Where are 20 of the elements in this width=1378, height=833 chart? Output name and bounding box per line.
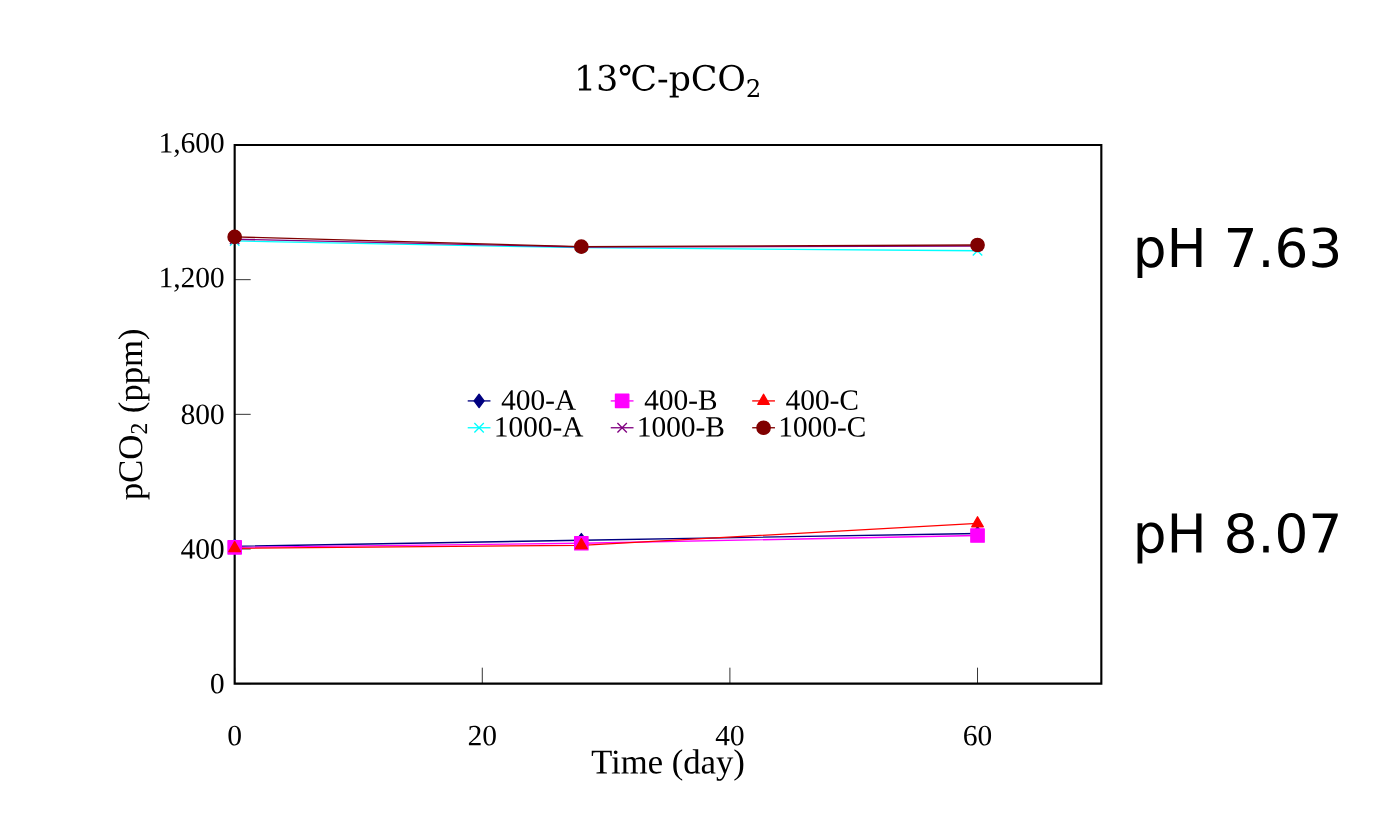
y-tick-label: 1,600 — [161, 132, 224, 158]
y-tick-label: 800 — [181, 404, 224, 425]
x-tick-label: 60 — [964, 725, 992, 746]
legend-label: 1000-A — [496, 417, 584, 437]
x-tick-label: 20 — [468, 725, 496, 746]
x-tick-label: 0 — [228, 725, 241, 746]
x-tick-label: 40 — [715, 725, 744, 746]
text: pH 8.07 — [1137, 512, 1338, 564]
chart-title: 13℃-pCO$_{2}$ — [578, 64, 759, 98]
legend-label: 400-C — [786, 390, 858, 410]
y-tick-label: 0 — [211, 673, 224, 694]
text: pH 7.63 — [1137, 227, 1339, 279]
y-axis-title: pCO$_{2}$ (ppm) — [118, 330, 150, 500]
legend-label: 1000-C — [780, 417, 865, 437]
legend-label: 400-A — [501, 390, 576, 410]
y-tick-label: 400 — [181, 539, 224, 559]
x-axis-title: Time (day) — [591, 749, 744, 781]
legend-label: 400-B — [644, 390, 717, 410]
y-tick-label: 1,200 — [161, 267, 224, 292]
legend-label: 1000-B — [639, 417, 724, 437]
